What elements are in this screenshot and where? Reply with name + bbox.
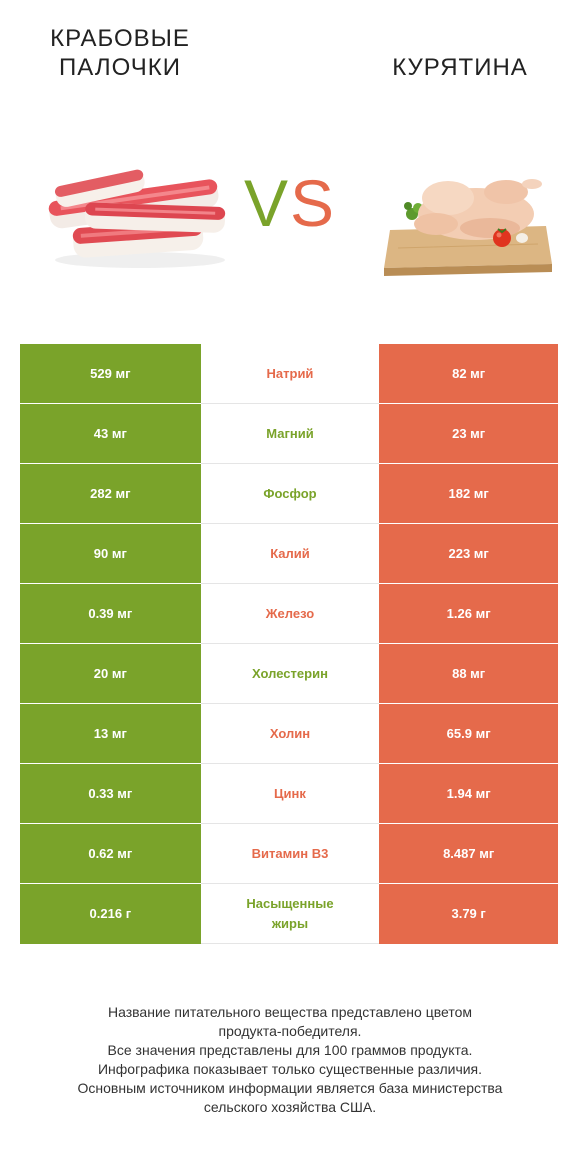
nutrient-name-cell: Насыщенные жиры xyxy=(200,883,380,944)
table-row: 13 мг Холин 65.9 мг xyxy=(20,703,558,764)
comparison-table: 529 мг Натрий 82 мг 43 мг Магний 23 мг 282 мг Ф… xyxy=(20,344,558,944)
vs-label: VS xyxy=(222,168,358,238)
vs-letter-v: V xyxy=(243,166,290,240)
left-product-title-line1: КРАБОВЫЕ xyxy=(50,25,190,52)
nutrient-name-cell: Натрий xyxy=(200,344,380,404)
left-value-cell: 529 мг xyxy=(20,344,201,404)
left-value-cell: 20 мг xyxy=(20,643,201,704)
table-row: 43 мг Магний 23 мг xyxy=(20,403,558,464)
nutrient-name-cell: Калий xyxy=(200,523,380,584)
nutrient-name-cell: Цинк xyxy=(200,763,380,824)
right-value-cell: 88 мг xyxy=(379,643,558,704)
footer-line: Основным источником информации является … xyxy=(77,1080,503,1096)
tomato xyxy=(493,228,511,247)
raw-chicken xyxy=(414,179,542,240)
right-value-cell: 82 мг xyxy=(379,344,558,404)
right-value-cell: 8.487 мг xyxy=(379,823,558,884)
left-value-cell: 0.33 мг xyxy=(20,763,201,824)
right-product-title: КУРЯТИНА xyxy=(392,54,528,81)
table-row: 282 мг Фосфор 182 мг xyxy=(20,463,558,524)
table-row: 0.216 г Насыщенные жиры 3.79 г xyxy=(20,883,558,944)
table-row: 0.39 мг Железо 1.26 мг xyxy=(20,583,558,644)
chicken-image xyxy=(384,179,552,276)
left-value-cell: 282 мг xyxy=(20,463,201,524)
right-value-cell: 1.94 мг xyxy=(379,763,558,824)
nutrient-name-cell: Холестерин xyxy=(200,643,380,704)
right-value-cell: 65.9 мг xyxy=(379,703,558,764)
nutrient-name-cell: Витамин B3 xyxy=(200,823,380,884)
left-value-cell: 43 мг xyxy=(20,403,201,464)
nutrient-name-cell: Холин xyxy=(200,703,380,764)
left-product-title: КРАБОВЫЕ ПАЛОЧКИ xyxy=(20,24,220,82)
table-row: 90 мг Калий 223 мг xyxy=(20,523,558,584)
table-row: 529 мг Натрий 82 мг xyxy=(20,344,558,404)
left-product-title-line2: ПАЛОЧКИ xyxy=(59,54,181,81)
left-value-cell: 0.39 мг xyxy=(20,583,201,644)
footer-line: Название питательного вещества представл… xyxy=(107,1004,473,1020)
footer-line: Все значения представлены для 100 граммо… xyxy=(107,1042,473,1058)
table-row: 20 мг Холестерин 88 мг xyxy=(20,643,558,704)
left-value-cell: 13 мг xyxy=(20,703,201,764)
right-value-cell: 3.79 г xyxy=(379,883,558,944)
footer-line: сельского хозяйства США. xyxy=(203,1099,377,1115)
right-value-cell: 223 мг xyxy=(379,523,558,584)
garlic xyxy=(516,233,528,243)
left-value-cell: 0.216 г xyxy=(20,883,201,944)
parsley xyxy=(404,202,423,220)
footer-notes: Название питательного вещества представл… xyxy=(30,1003,550,1117)
crab-sticks-image xyxy=(48,169,226,268)
table-row: 0.62 мг Витамин B3 8.487 мг xyxy=(20,823,558,884)
vs-letter-s: S xyxy=(290,166,337,240)
footer-line: продукта-победителя. xyxy=(218,1023,362,1039)
left-value-cell: 0.62 мг xyxy=(20,823,201,884)
right-value-cell: 182 мг xyxy=(379,463,558,524)
footer-line: Инфографика показывает только существенн… xyxy=(97,1061,483,1077)
nutrient-name-cell: Фосфор xyxy=(200,463,380,524)
right-value-cell: 23 мг xyxy=(379,403,558,464)
left-value-cell: 90 мг xyxy=(20,523,201,584)
table-row: 0.33 мг Цинк 1.94 мг xyxy=(20,763,558,824)
nutrient-name-cell: Железо xyxy=(200,583,380,644)
nutrient-name-cell: Магний xyxy=(200,403,380,464)
right-value-cell: 1.26 мг xyxy=(379,583,558,644)
